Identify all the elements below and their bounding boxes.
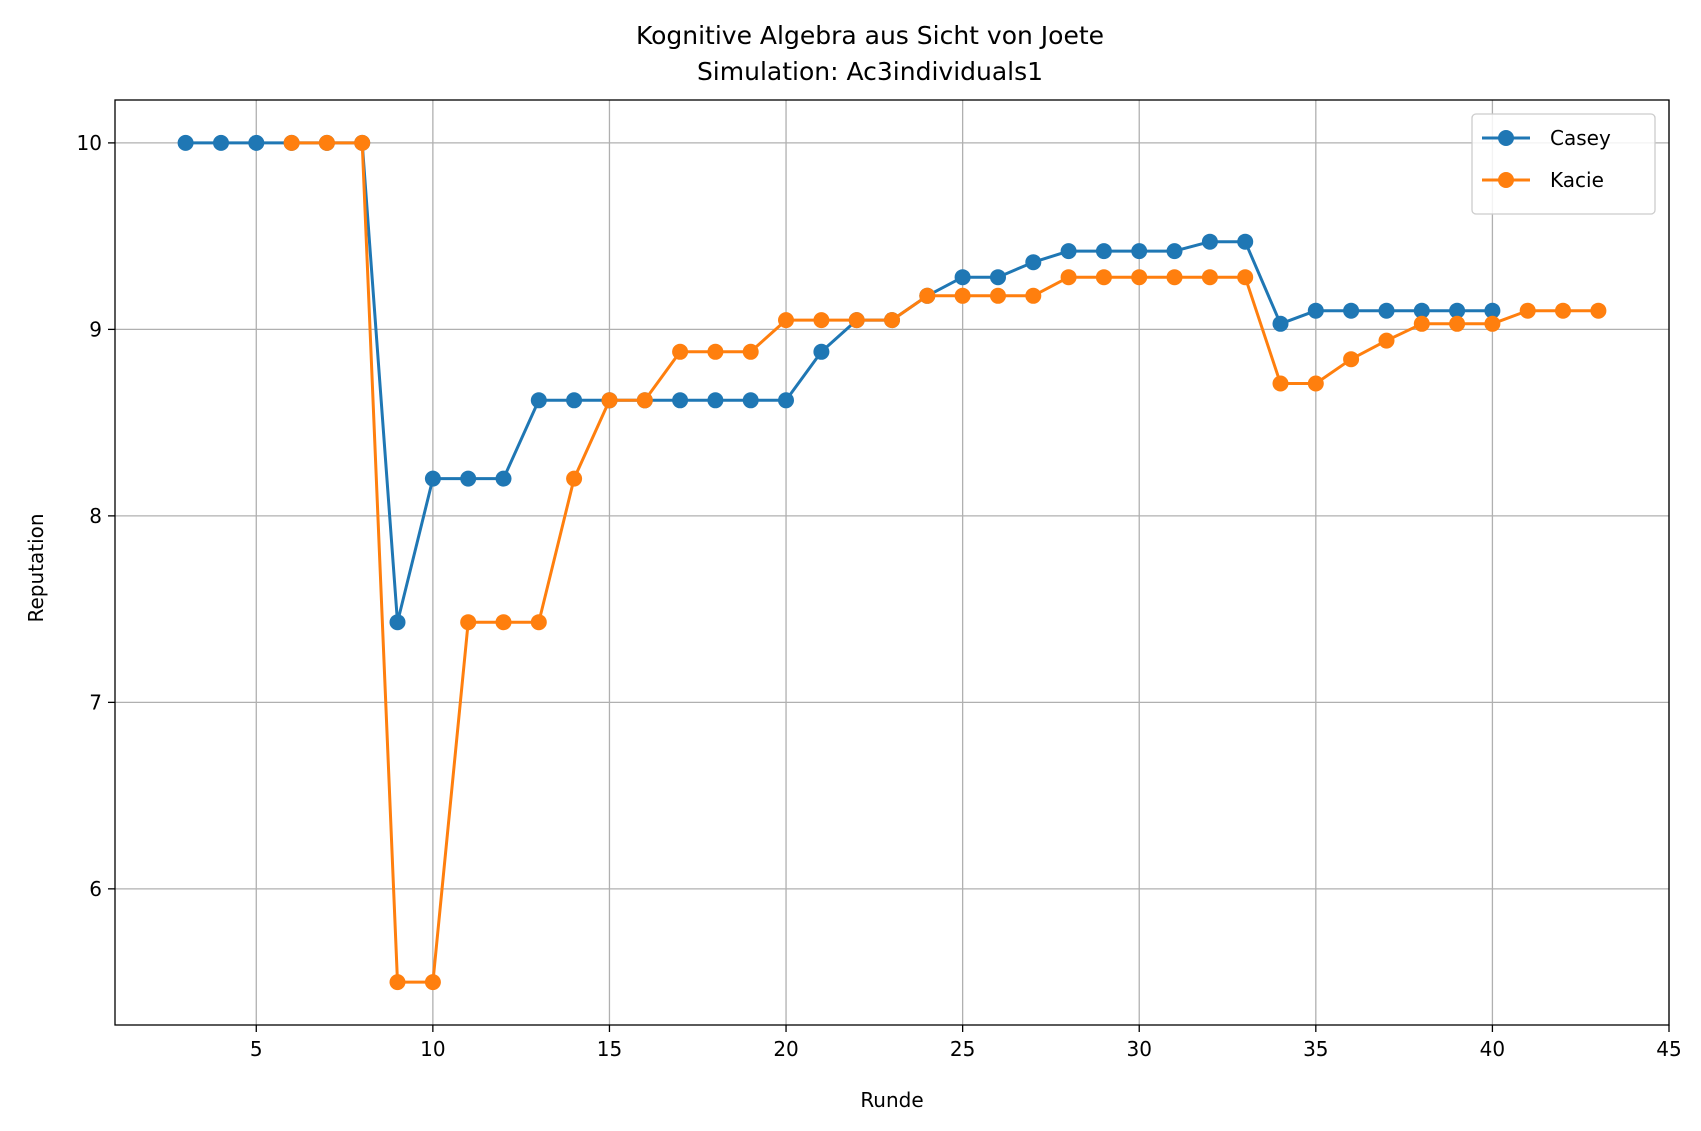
data-point-kacie bbox=[424, 974, 441, 991]
data-point-kacie bbox=[460, 614, 477, 631]
x-tick-label: 45 bbox=[1656, 1037, 1681, 1061]
data-point-casey bbox=[813, 343, 830, 360]
data-point-kacie bbox=[283, 134, 300, 151]
data-point-casey bbox=[248, 134, 265, 151]
series-line-casey bbox=[185, 141, 1493, 624]
x-axis-label: Runde bbox=[860, 1088, 923, 1112]
y-tick-label: 7 bbox=[89, 690, 102, 714]
series-casey bbox=[177, 134, 1501, 631]
y-tick-label: 6 bbox=[89, 877, 102, 901]
legend-label-casey: Casey bbox=[1550, 126, 1611, 150]
x-tick-label: 35 bbox=[1303, 1037, 1328, 1061]
y-tick-label: 9 bbox=[89, 317, 102, 341]
data-point-kacie bbox=[919, 287, 936, 304]
data-point-kacie bbox=[1060, 269, 1077, 286]
data-point-kacie bbox=[672, 343, 689, 360]
y-tick-label: 10 bbox=[77, 131, 102, 155]
legend-swatch-marker bbox=[1498, 172, 1514, 188]
data-point-kacie bbox=[318, 134, 335, 151]
data-point-kacie bbox=[1555, 302, 1571, 319]
data-point-casey bbox=[1307, 302, 1324, 319]
data-point-casey bbox=[1237, 233, 1254, 250]
x-tick-label: 25 bbox=[950, 1037, 975, 1061]
series-kacie bbox=[283, 134, 1607, 991]
data-point-kacie bbox=[1201, 269, 1218, 286]
axis-ticks: 5 10 15 20 25 30 35 40 45 6 7 8 9 10 bbox=[77, 131, 1682, 1061]
data-point-casey bbox=[389, 614, 406, 631]
data-point-casey bbox=[424, 470, 441, 487]
y-axis-label: Reputation bbox=[24, 513, 48, 622]
legend: Casey Kacie bbox=[1471, 113, 1656, 215]
data-point-kacie bbox=[1166, 269, 1183, 286]
data-point-casey bbox=[1166, 243, 1183, 260]
data-point-kacie bbox=[813, 312, 830, 329]
data-point-kacie bbox=[1131, 269, 1148, 286]
x-tick-label: 15 bbox=[597, 1037, 622, 1061]
data-point-kacie bbox=[495, 614, 512, 631]
y-tick-label: 8 bbox=[89, 504, 102, 528]
data-point-kacie bbox=[1378, 332, 1395, 349]
data-point-casey bbox=[460, 470, 477, 487]
legend-label-kacie: Kacie bbox=[1550, 168, 1604, 192]
data-point-kacie bbox=[530, 614, 547, 631]
x-tick-label: 20 bbox=[773, 1037, 798, 1061]
data-point-kacie bbox=[601, 392, 618, 409]
data-point-kacie bbox=[954, 287, 971, 304]
data-point-casey bbox=[530, 392, 547, 409]
data-point-kacie bbox=[990, 287, 1006, 304]
data-point-casey bbox=[213, 134, 229, 151]
data-point-kacie bbox=[1272, 375, 1289, 392]
data-point-kacie bbox=[1095, 269, 1112, 286]
data-point-kacie bbox=[1590, 302, 1607, 319]
x-tick-label: 30 bbox=[1127, 1037, 1152, 1061]
data-point-casey bbox=[778, 392, 794, 409]
data-point-kacie bbox=[636, 392, 653, 409]
chart-title: Kognitive Algebra aus Sicht von Joete bbox=[636, 21, 1104, 50]
data-point-kacie bbox=[566, 470, 583, 487]
plot-frame bbox=[114, 99, 1670, 1026]
x-tick-label: 10 bbox=[420, 1037, 445, 1061]
data-point-casey bbox=[1413, 302, 1430, 319]
data-point-casey bbox=[1201, 233, 1218, 250]
data-point-kacie bbox=[389, 974, 406, 991]
legend-swatch-marker bbox=[1498, 130, 1514, 146]
data-point-kacie bbox=[1449, 315, 1466, 332]
data-point-casey bbox=[177, 134, 194, 151]
data-point-kacie bbox=[1025, 287, 1042, 304]
data-point-kacie bbox=[1343, 351, 1360, 368]
data-point-kacie bbox=[1237, 269, 1254, 286]
data-point-kacie bbox=[778, 312, 794, 329]
data-point-casey bbox=[954, 269, 971, 286]
data-point-casey bbox=[742, 392, 759, 409]
data-point-kacie bbox=[707, 343, 724, 360]
data-point-casey bbox=[1484, 302, 1501, 319]
data-point-casey bbox=[990, 269, 1006, 286]
data-point-casey bbox=[1272, 315, 1289, 332]
data-point-casey bbox=[1343, 302, 1360, 319]
data-point-casey bbox=[1025, 254, 1042, 271]
data-point-casey bbox=[495, 470, 512, 487]
data-point-kacie bbox=[848, 312, 865, 329]
data-point-kacie bbox=[354, 134, 371, 151]
data-point-kacie bbox=[884, 312, 900, 329]
data-point-casey bbox=[1095, 243, 1112, 260]
data-point-kacie bbox=[742, 343, 759, 360]
data-point-casey bbox=[566, 392, 583, 409]
data-point-casey bbox=[1378, 302, 1395, 319]
data-point-kacie bbox=[1307, 375, 1324, 392]
data-point-kacie bbox=[1484, 315, 1501, 332]
x-tick-label: 40 bbox=[1480, 1037, 1505, 1061]
x-tick-label: 5 bbox=[250, 1037, 263, 1061]
data-point-casey bbox=[1449, 302, 1466, 319]
data-point-casey bbox=[1060, 243, 1077, 260]
data-point-casey bbox=[1131, 243, 1148, 260]
data-point-kacie bbox=[1413, 315, 1430, 332]
data-point-casey bbox=[707, 392, 724, 409]
plot-series bbox=[177, 134, 1607, 991]
chart-subtitle: Simulation: Ac3individuals1 bbox=[697, 57, 1043, 86]
data-point-kacie bbox=[1519, 302, 1536, 319]
data-point-casey bbox=[672, 392, 689, 409]
